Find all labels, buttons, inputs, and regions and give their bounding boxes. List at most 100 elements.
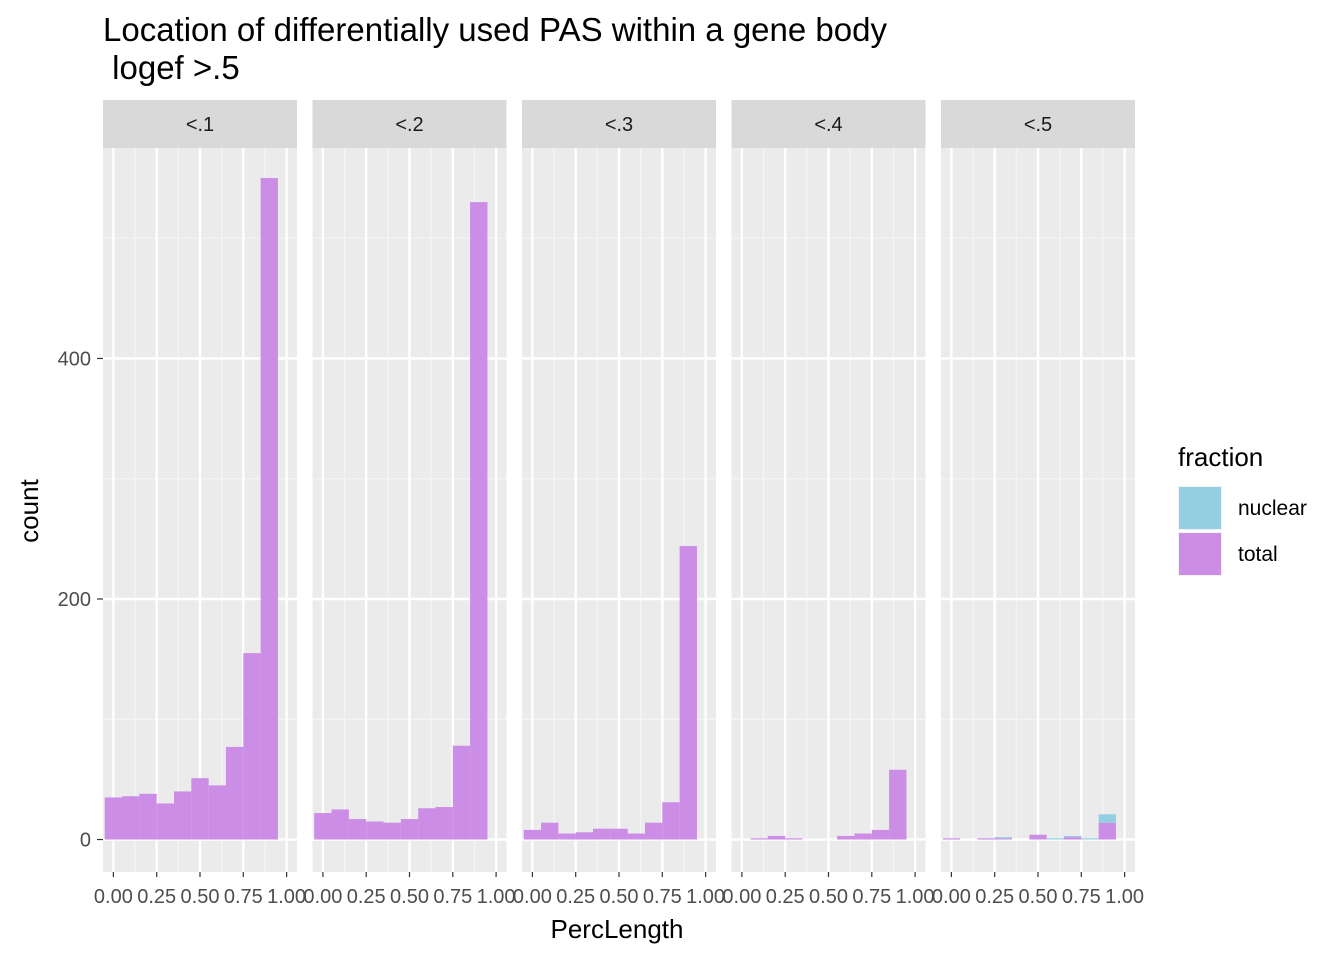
legend: fraction nuclear total (1178, 442, 1307, 576)
histogram-bar-total (418, 808, 436, 840)
histogram-bar-nuclear (1081, 838, 1099, 840)
legend-title: fraction (1178, 442, 1263, 472)
x-tick-label: 1.00 (477, 886, 516, 908)
facet-panel: <.4 0.00 0.25 0.50 0.75 1.00 (722, 100, 935, 908)
histogram-bar-total (1098, 822, 1116, 840)
histogram-bar-total (191, 778, 209, 840)
x-tick-label: 0.50 (181, 886, 220, 908)
x-tick-label: 1.00 (1105, 886, 1144, 908)
x-tick-label: 0.25 (975, 886, 1014, 908)
histogram-bar-total (593, 828, 611, 840)
facet-strip-label: <.3 (605, 114, 633, 136)
x-tick-label: 0.50 (1019, 886, 1058, 908)
x-tick-label: 1.00 (896, 886, 935, 908)
facet-panel: <.3 0.00 0.25 0.50 0.75 1.00 (513, 100, 725, 908)
histogram-bar-total (470, 202, 488, 840)
histogram-bar-total (366, 821, 384, 840)
chart-subtitle: logef >.5 (103, 49, 240, 86)
histogram-bar-total (1063, 837, 1082, 840)
histogram-bar-total (837, 835, 855, 840)
histogram-bar-total (156, 803, 175, 840)
histogram-bar-total (662, 802, 680, 840)
histogram-bar-nuclear (1063, 835, 1082, 838)
facet-strip-label: <.5 (1024, 114, 1052, 136)
histogram-bar-total (383, 822, 401, 840)
histogram-bar-total (225, 746, 244, 840)
histogram-bar-total (575, 832, 594, 840)
histogram-bar-total (644, 822, 663, 840)
legend-label-total: total (1238, 543, 1278, 566)
x-tick-label: 0.75 (852, 886, 891, 908)
x-tick-label: 0.50 (809, 886, 848, 908)
histogram-bar-total (610, 828, 628, 840)
histogram-bar-total (541, 822, 559, 840)
facet-panels: <.10.00 0.25 0.50 0.75 1.00<.20.00 0.25 0.50 0.… (94, 100, 1144, 908)
x-tick-label: 0.00 (94, 886, 133, 908)
histogram-bar-total (523, 829, 542, 840)
histogram-bar-total (331, 809, 349, 840)
histogram-bar-total (174, 791, 192, 840)
chart-title: Location of differentially used PAS with… (103, 11, 887, 48)
facet-strip-label: <.2 (395, 114, 423, 136)
histogram-bar-total (435, 807, 453, 840)
facet-strip (103, 100, 297, 148)
histogram-bar-total (104, 797, 123, 840)
histogram-bar-total (785, 838, 803, 840)
histogram-bar-total (942, 838, 961, 840)
x-tick-label: 0.50 (390, 886, 429, 908)
facet-strip-label: <.4 (814, 114, 842, 136)
histogram-bar-nuclear (1046, 838, 1064, 840)
x-tick-label: 1.00 (267, 886, 306, 908)
y-axis: 0 200 400 (58, 348, 103, 852)
histogram-bar-total (400, 819, 419, 840)
facet-strip (731, 100, 926, 148)
x-tick-label: 0.75 (643, 886, 682, 908)
facet-strip (941, 100, 1135, 148)
x-tick-label: 0.25 (766, 886, 805, 908)
x-tick-label: 0.75 (224, 886, 263, 908)
facet-strip (312, 100, 507, 148)
histogram-bar-total (348, 819, 367, 840)
legend-label-nuclear: nuclear (1238, 497, 1307, 520)
histogram-bar-total (871, 829, 890, 840)
legend-swatch-total (1179, 533, 1221, 575)
y-tick-label: 0 (80, 830, 91, 852)
x-tick-label: 0.00 (303, 886, 342, 908)
histogram-bar-total (314, 813, 332, 840)
x-tick-label: 1.00 (686, 886, 725, 908)
histogram-bar-nuclear (994, 837, 1013, 839)
histogram-bar-total (1029, 834, 1047, 840)
x-tick-label: 0.00 (722, 886, 761, 908)
facet-panel: <.2 0.00 0.25 0.50 0.75 1.00 (303, 100, 516, 908)
histogram-bar-total (243, 653, 261, 840)
histogram-bar-total (122, 796, 140, 840)
x-tick-label: 0.75 (1062, 886, 1101, 908)
facet-strip (522, 100, 716, 148)
histogram-bar-total (208, 785, 226, 840)
histogram-bar-total (977, 838, 995, 840)
y-tick-label: 400 (58, 348, 91, 370)
facet-panel: <.5 0.00 0.25 0.50 0.75 1.00 (932, 100, 1144, 908)
y-tick-label: 200 (58, 589, 91, 611)
x-tick-label: 0.00 (513, 886, 552, 908)
x-tick-label: 0.25 (137, 886, 176, 908)
facet-strip-label: <.1 (186, 114, 214, 136)
histogram-bar-total (679, 546, 697, 840)
x-axis-title: PercLength (551, 914, 684, 944)
histogram-bar-total (994, 838, 1013, 840)
histogram-bar-total (558, 833, 576, 840)
histogram-bar-total (627, 833, 645, 840)
x-tick-label: 0.25 (556, 886, 595, 908)
y-axis-title: count (14, 478, 44, 542)
histogram-bar-nuclear (1098, 814, 1116, 823)
histogram-bar-total (750, 838, 768, 840)
x-tick-label: 0.75 (433, 886, 472, 908)
x-tick-label: 0.50 (600, 886, 639, 908)
x-tick-label: 0.25 (347, 886, 386, 908)
histogram-bar-total (260, 178, 278, 840)
histogram-bar-total (767, 835, 786, 840)
histogram-bar-total (139, 793, 157, 840)
histogram-bar-total (854, 833, 872, 840)
facet-panel: <.1 0.00 0.25 0.50 0.75 1.00 (94, 100, 306, 908)
